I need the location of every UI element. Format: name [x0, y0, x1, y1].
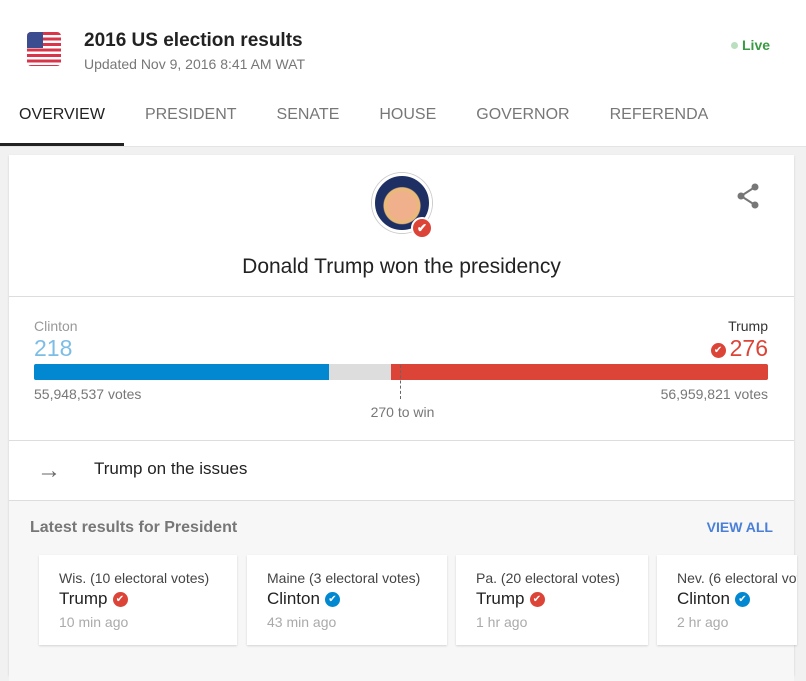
result-winner: Trump — [476, 589, 525, 608]
result-time: 1 hr ago — [476, 614, 528, 630]
result-card[interactable]: Pa. (20 electoral votes) Trump ✔ 1 hr ago — [456, 555, 648, 645]
trump-bar-fill — [391, 364, 768, 380]
tab-referenda[interactable]: REFERENDA — [609, 106, 709, 123]
trump-electoral: 276 — [729, 335, 768, 361]
divider — [9, 500, 794, 501]
clinton-electoral: 218 — [34, 335, 73, 361]
check-icon: ✔ — [734, 592, 750, 607]
share-icon[interactable] — [736, 183, 760, 209]
result-card[interactable]: Wis. (10 electoral votes) Trump ✔ 10 min ag… — [39, 555, 237, 645]
tab-governor[interactable]: GOVERNOR — [476, 106, 570, 123]
tab-bar: OVERVIEW PRESIDENT SENATE HOUSE GOVERNOR… — [0, 96, 729, 146]
check-icon: ✔ — [710, 343, 726, 358]
result-winner: Clinton — [677, 589, 730, 608]
trump-avatar — [372, 173, 432, 233]
header: 2016 US election results Updated Nov 9, … — [0, 0, 806, 147]
trump-label: Trump — [728, 318, 768, 334]
clinton-votes: 55,948,537 votes — [34, 386, 142, 402]
win-threshold-marker — [400, 365, 401, 399]
result-time: 2 hr ago — [677, 614, 729, 630]
tab-president[interactable]: PRESIDENT — [144, 106, 237, 123]
tab-overview[interactable]: OVERVIEW — [0, 96, 124, 146]
result-winner: Trump — [59, 589, 108, 608]
result-time: 43 min ago — [267, 614, 337, 630]
us-flag-icon — [27, 32, 61, 66]
result-state: Maine (3 electoral votes) — [267, 570, 421, 586]
result-state: Wis. (10 electoral votes) — [59, 570, 210, 586]
live-indicator: Live — [731, 37, 770, 53]
page-title: 2016 US election results — [84, 30, 303, 51]
live-label: Live — [742, 37, 771, 53]
to-win-label: 270 to win — [370, 404, 435, 420]
winner-check-icon: ✔ — [411, 217, 433, 239]
clinton-label: Clinton — [34, 318, 78, 334]
latest-title: Latest results for President — [30, 519, 238, 536]
latest-results: Latest results for President VIEW ALL Wi… — [9, 501, 797, 681]
check-icon: ✔ — [324, 592, 340, 607]
winner-headline: Donald Trump won the presidency — [242, 255, 561, 278]
arrow-right-icon: → — [37, 457, 61, 484]
divider — [9, 296, 794, 297]
live-dot-icon — [731, 42, 738, 49]
electoral-bar — [34, 364, 768, 380]
result-time: 10 min ago — [59, 614, 129, 630]
clinton-bar-fill — [34, 364, 330, 380]
overview-card: ✔ Donald Trump won the presidency Clinto… — [9, 155, 797, 681]
result-card[interactable]: Nev. (6 electoral votes) Clinton ✔ 2 hr ago — [657, 555, 797, 645]
view-all-link[interactable]: VIEW ALL — [706, 519, 773, 535]
result-state: Pa. (20 electoral votes) — [476, 570, 620, 586]
tab-senate[interactable]: SENATE — [276, 106, 340, 123]
check-icon: ✔ — [112, 592, 128, 607]
trump-votes: 56,959,821 votes — [660, 386, 768, 402]
updated-timestamp: Updated Nov 9, 2016 8:41 AM WAT — [84, 56, 306, 72]
result-winner: Clinton — [267, 589, 320, 608]
result-state: Nev. (6 electoral votes) — [677, 570, 797, 586]
tab-house[interactable]: HOUSE — [379, 106, 437, 123]
check-icon: ✔ — [529, 592, 545, 607]
issues-label: Trump on the issues — [94, 459, 248, 478]
trump-electoral-wrap: ✔ 276 — [710, 335, 768, 362]
divider — [9, 440, 794, 441]
issues-link[interactable]: → Trump on the issues — [9, 441, 794, 500]
result-card[interactable]: Maine (3 electoral votes) Clinton ✔ 43 min … — [247, 555, 447, 645]
